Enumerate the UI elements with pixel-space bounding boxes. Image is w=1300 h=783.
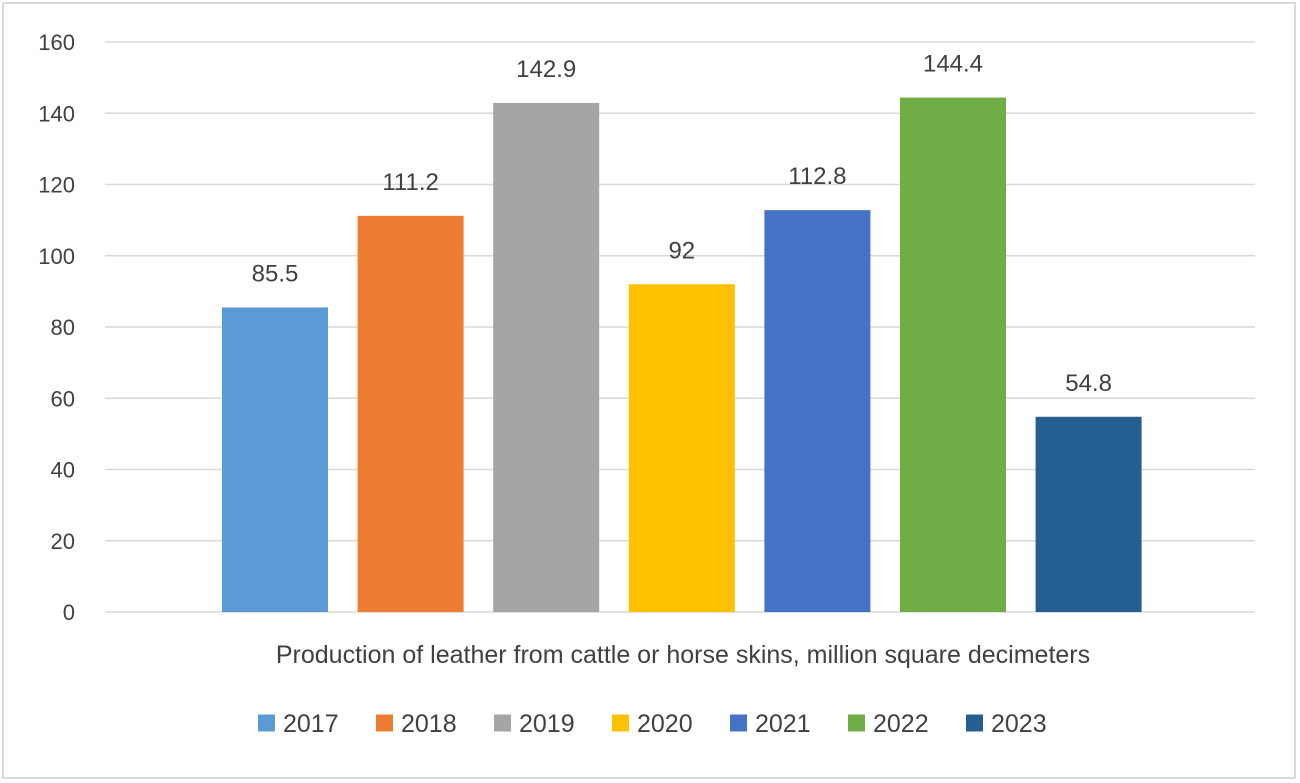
bar-2021 — [764, 210, 871, 612]
y-tick-label: 20 — [51, 529, 75, 554]
bar-2020 — [628, 284, 735, 612]
y-tick-label: 40 — [51, 458, 75, 483]
bar-2018 — [357, 215, 464, 612]
data-label-2019: 142.9 — [516, 56, 576, 83]
bar-2023 — [1035, 416, 1142, 612]
y-tick-label: 160 — [38, 30, 75, 55]
y-tick-label: 80 — [51, 315, 75, 340]
legend-swatch-2019 — [494, 714, 511, 732]
legend-label-2019: 2019 — [519, 710, 575, 738]
y-axis-tick-labels: 0 20 40 60 80 100 120 140 160 — [38, 30, 75, 625]
y-tick-label: 120 — [38, 173, 75, 198]
data-label-2021: 112.8 — [788, 163, 846, 190]
data-label-2023: 54.8 — [1065, 370, 1112, 397]
legend-swatch-2020 — [612, 714, 629, 732]
data-label-2018: 111.2 — [382, 169, 439, 196]
legend-label-2020: 2020 — [637, 710, 693, 738]
legend-label-2023: 2023 — [991, 710, 1047, 738]
data-label-2017: 85.5 — [252, 260, 299, 287]
legend-label-2021: 2021 — [755, 710, 811, 738]
y-tick-label: 100 — [38, 244, 75, 269]
legend-label-2018: 2018 — [401, 710, 457, 738]
legend-swatch-2017 — [258, 714, 275, 732]
legend-swatch-2018 — [376, 714, 393, 732]
legend-swatch-2023 — [966, 714, 983, 732]
y-tick-label: 0 — [63, 600, 75, 625]
legend-swatch-2022 — [848, 714, 865, 732]
legend-label-2017: 2017 — [283, 710, 339, 738]
data-label-2020: 92 — [668, 237, 695, 264]
data-labels: 85.5 111.2 142.9 92 112.8 144.4 54.8 — [252, 51, 1112, 397]
bar-2019 — [493, 102, 600, 612]
bar-2017 — [222, 307, 328, 612]
legend: 2017 2018 2019 2020 2021 2022 2023 — [258, 710, 1047, 738]
data-label-2022: 144.4 — [923, 51, 983, 78]
bar-2022 — [900, 97, 1006, 612]
bars — [222, 97, 1142, 612]
category-label: Production of leather from cattle or hor… — [276, 641, 1090, 669]
y-tick-label: 140 — [38, 101, 75, 126]
legend-swatch-2021 — [730, 714, 747, 732]
y-tick-label: 60 — [51, 386, 75, 411]
legend-label-2022: 2022 — [873, 710, 929, 738]
